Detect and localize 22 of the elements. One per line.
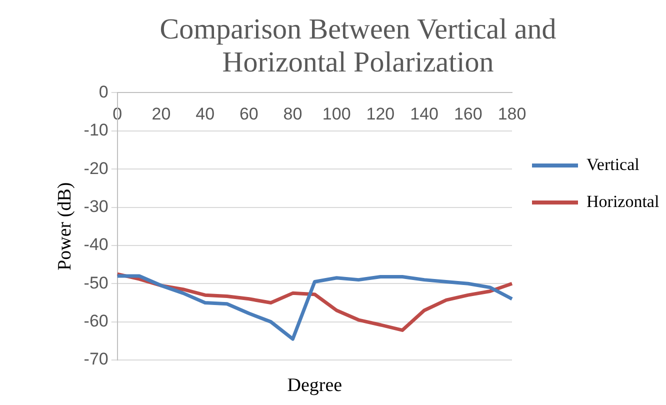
x-tick-label: 160 (454, 104, 482, 124)
chart-title: Comparison Between Vertical and Horizontal Polarization (160, 13, 557, 79)
x-tick-label: 180 (498, 104, 526, 124)
y-tick-label: -50 (84, 273, 108, 292)
x-tick-label: 140 (410, 104, 438, 124)
x-tick-label: 100 (322, 104, 351, 124)
x-tick-label: 60 (239, 104, 258, 124)
y-tick-label: -60 (84, 312, 108, 330)
x-axis-title: Degree (287, 374, 342, 396)
y-tick-label: -70 (84, 350, 108, 369)
y-tick-label: -10 (84, 120, 108, 140)
y-tick-label: -20 (84, 158, 108, 178)
y-tick-label: -40 (84, 235, 108, 254)
x-tick-label: 40 (196, 104, 215, 124)
legend-label: Vertical (586, 154, 640, 174)
x-tick-label: 20 (152, 104, 171, 124)
y-tick-label: 0 (98, 82, 108, 102)
x-tick-label: 80 (283, 104, 302, 124)
x-tick-label: 120 (366, 104, 395, 124)
y-tick-label: -30 (84, 196, 108, 216)
y-axis-title: Power (dB) (54, 182, 76, 270)
legend-label: Horizontal (586, 192, 660, 211)
